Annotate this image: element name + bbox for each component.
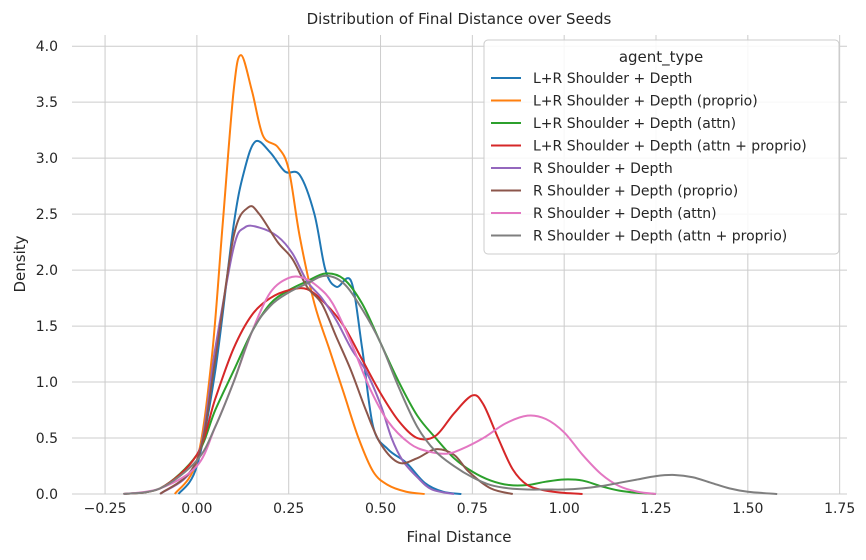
y-tick-label: 1.0 — [36, 375, 58, 391]
x-tick-label: 0.50 — [365, 501, 396, 517]
series-lines — [123, 54, 778, 495]
y-axis-label: Density — [11, 235, 29, 292]
legend-label-r-shoulder-depth-attn: R Shoulder + Depth (attn) — [533, 206, 717, 222]
x-tick-label: 1.75 — [824, 501, 855, 517]
y-tick-label: 3.0 — [36, 151, 58, 167]
x-axis-label: Final Distance — [407, 528, 512, 546]
y-tick-label: 2.5 — [36, 207, 58, 223]
y-tick-labels: 0.0 0.5 1.0 1.5 2.0 2.5 3.0 3.5 4.0 — [36, 39, 58, 503]
legend-label-l-r-shoulder-depth-attn: L+R Shoulder + Depth (attn) — [533, 116, 736, 132]
x-tick-label: 0.25 — [273, 501, 304, 517]
legend-label-l-r-shoulder-depth-attn-proprio: L+R Shoulder + Depth (attn + proprio) — [533, 139, 807, 155]
legend-label-r-shoulder-depth-proprio: R Shoulder + Depth (proprio) — [533, 184, 738, 200]
series-line-l-r-shoulder-depth-attn — [123, 272, 657, 495]
x-tick-label: 1.50 — [732, 501, 763, 517]
series-line-r-shoulder-depth-attn-proprio — [123, 274, 778, 495]
x-tick-label: 1.25 — [640, 501, 671, 517]
legend-box — [483, 39, 840, 255]
x-tick-label: 0.75 — [457, 501, 488, 517]
legend-label-r-shoulder-depth: R Shoulder + Depth — [533, 161, 673, 177]
y-tick-label: 2.0 — [36, 263, 58, 279]
x-tick-label: −0.25 — [84, 501, 127, 517]
x-tick-label: 0.00 — [181, 501, 212, 517]
series-line-l-r-shoulder-depth-proprio — [174, 54, 425, 495]
legend-label-l-r-shoulder-depth-proprio: L+R Shoulder + Depth (proprio) — [533, 94, 758, 110]
x-tick-labels: −0.25 0.00 0.25 0.50 0.75 1.00 1.25 1.50 1.75 — [84, 501, 856, 517]
legend-label-r-shoulder-depth-attn-proprio: R Shoulder + Depth (attn + proprio) — [533, 229, 787, 245]
x-tick-label: 1.00 — [549, 501, 580, 517]
y-tick-label: 4.0 — [36, 39, 58, 55]
y-tick-label: 3.5 — [36, 95, 58, 111]
chart-title: Distribution of Final Distance over Seed… — [307, 10, 612, 28]
legend-items: L+R Shoulder + Depth L+R Shoulder + Depth… — [491, 71, 807, 245]
y-tick-label: 0.0 — [36, 487, 58, 503]
series-line-r-shoulder-depth-proprio — [159, 205, 514, 495]
legend-label-l-r-shoulder-depth: L+R Shoulder + Depth — [533, 71, 692, 87]
series-line-l-r-shoulder-depth-attn-proprio — [123, 287, 583, 495]
y-tick-label: 1.5 — [36, 319, 58, 335]
legend-title: agent_type — [619, 48, 703, 67]
y-tick-label: 0.5 — [36, 431, 58, 447]
